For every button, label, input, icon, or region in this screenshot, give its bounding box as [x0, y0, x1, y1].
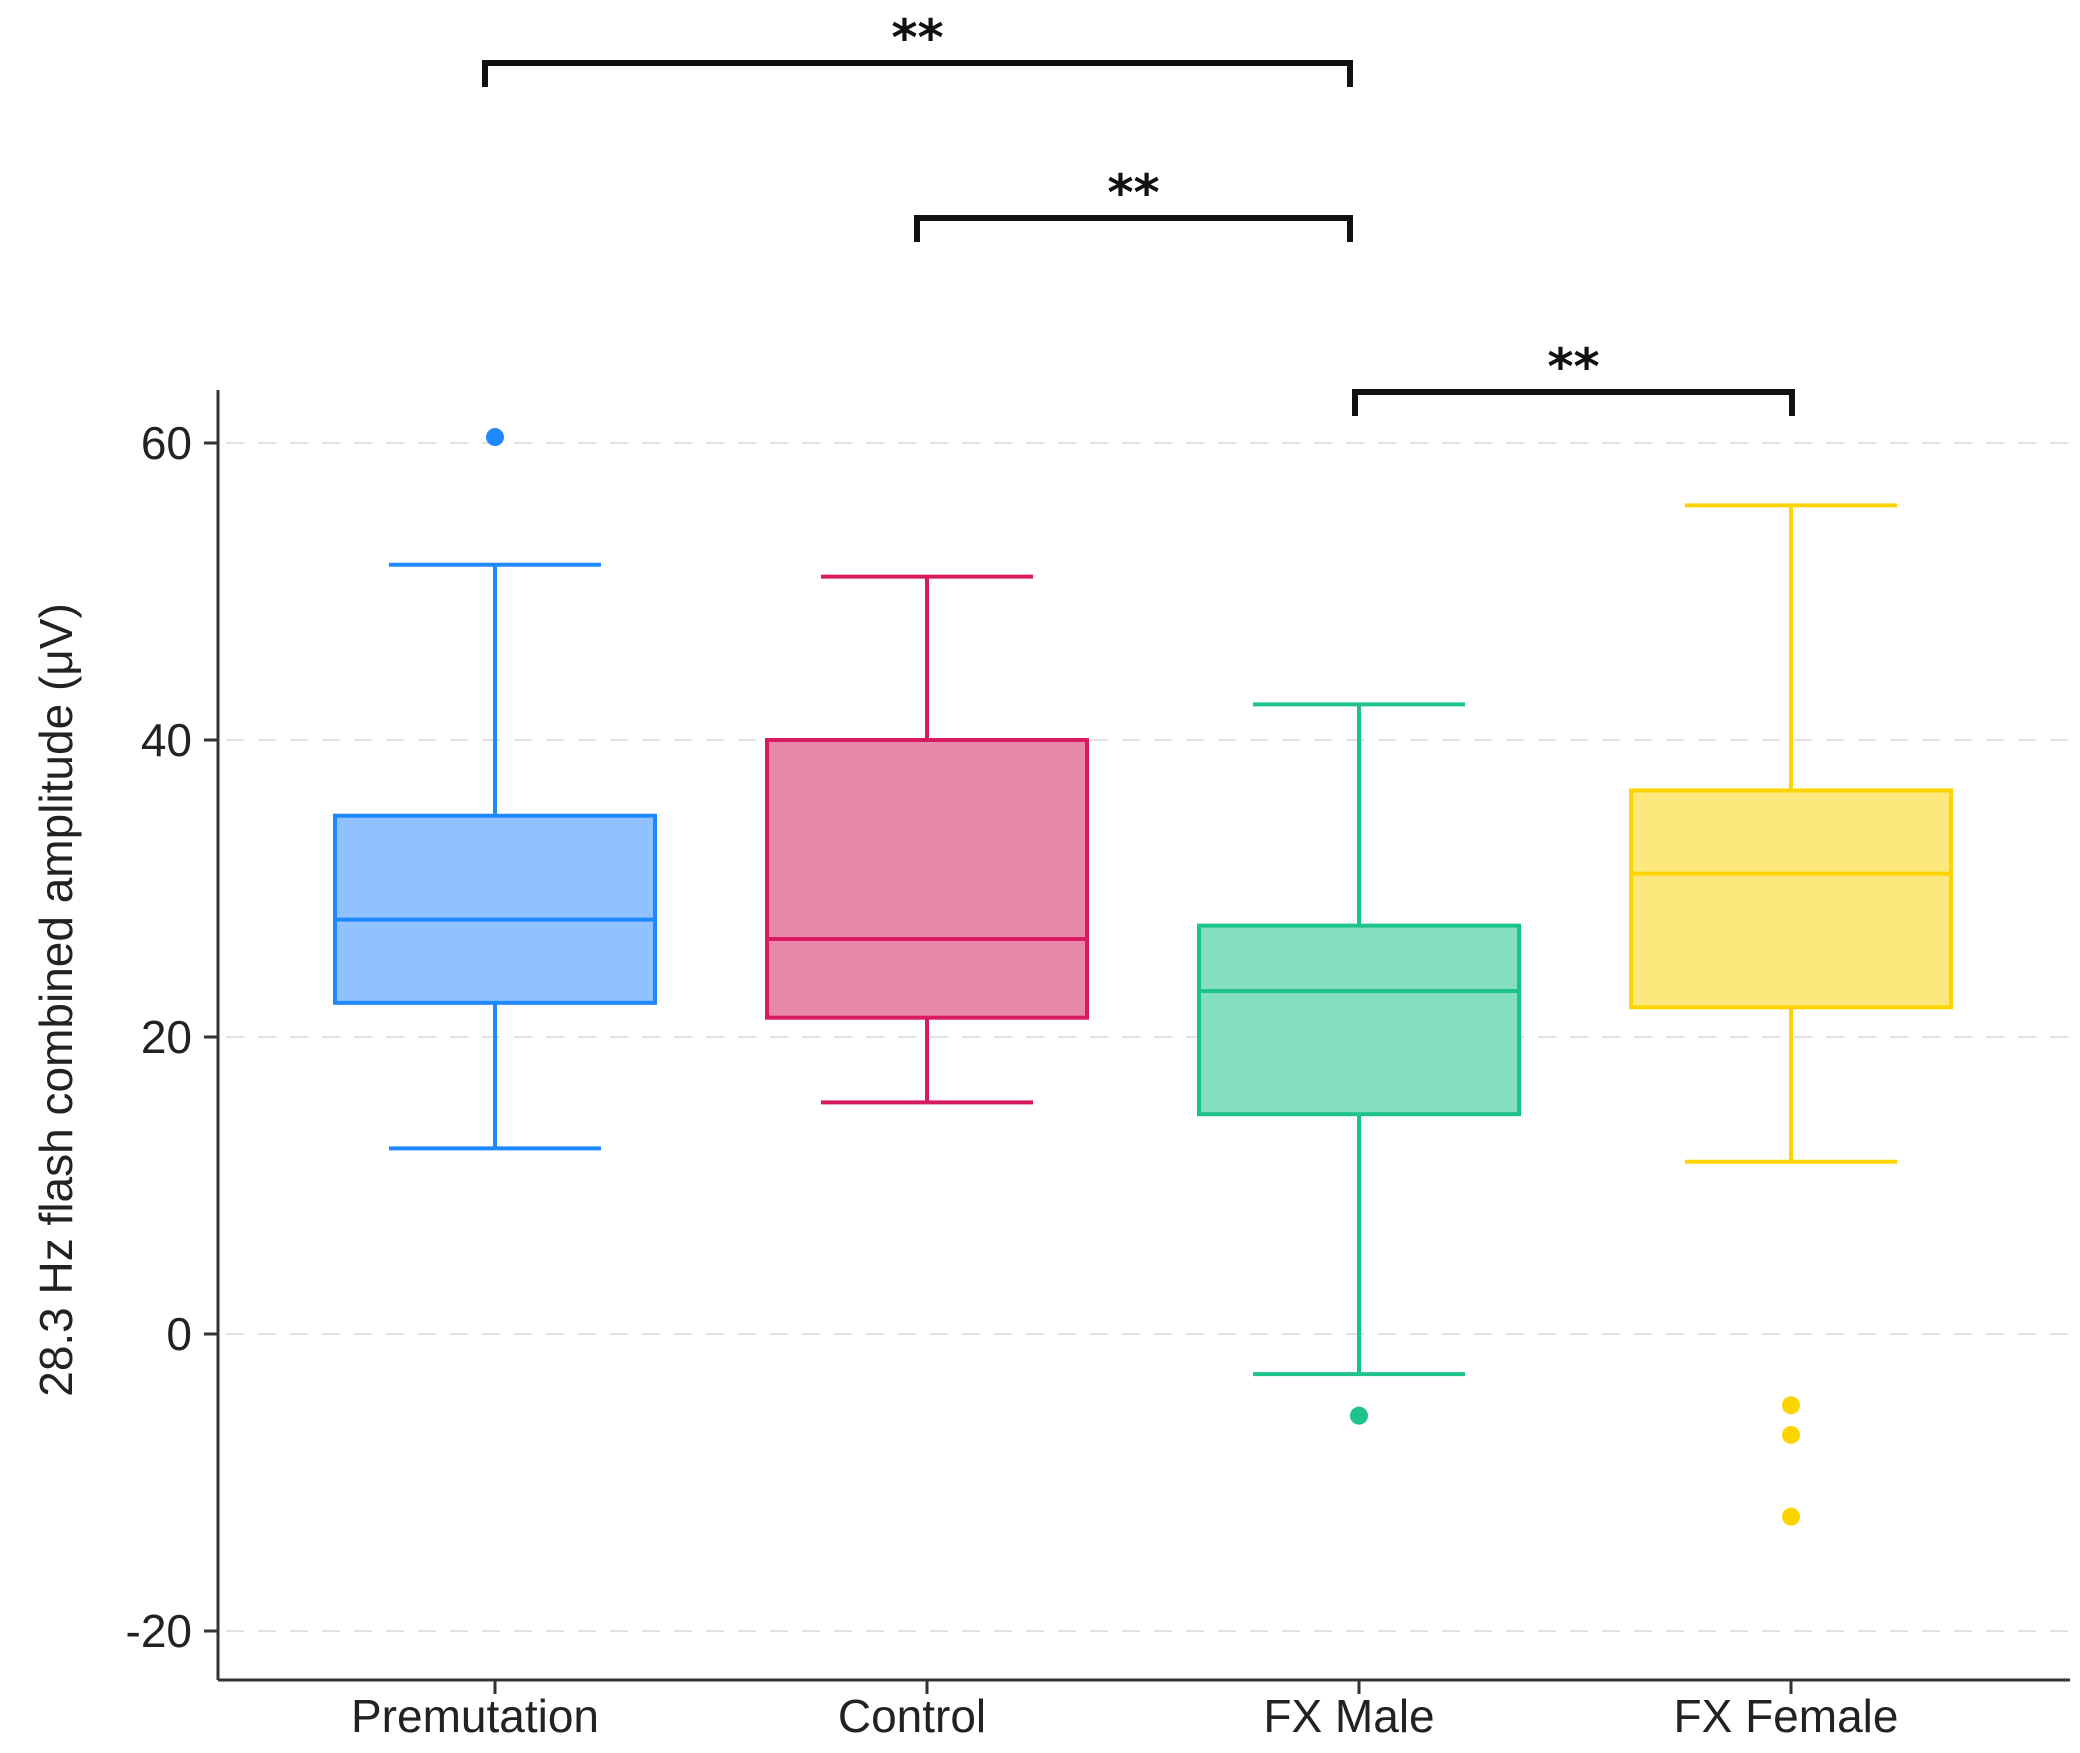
- outlier-point: [486, 428, 504, 447]
- box-fx-female: [1629, 503, 1953, 1164]
- x-tick-label: Control: [838, 1690, 986, 1742]
- outlier-point: [1350, 1406, 1368, 1425]
- y-tick-label: 40: [141, 714, 192, 766]
- significance-bracket: **: [914, 164, 1353, 242]
- outlier-point: [1782, 1396, 1800, 1415]
- y-tick-label: 20: [141, 1011, 192, 1063]
- axes: [216, 390, 2070, 1682]
- iqr-box: [765, 738, 1089, 1020]
- bracket-line: [1352, 389, 1795, 416]
- iqr-box: [333, 813, 657, 1005]
- significance-label: **: [1547, 338, 1599, 396]
- y-tick-label: -20: [126, 1605, 192, 1657]
- gridlines: [226, 442, 2070, 1632]
- significance-bracket: **: [482, 9, 1353, 87]
- bracket-line: [482, 60, 1353, 87]
- outliers: [486, 428, 1800, 1526]
- x-tick-label: FX Female: [1674, 1690, 1899, 1742]
- box-premutation: [333, 562, 657, 1151]
- x-tick-label: Premutation: [351, 1690, 599, 1742]
- iqr-box: [1197, 923, 1521, 1117]
- outlier-point: [1782, 1507, 1800, 1526]
- iqr-box: [1629, 788, 1953, 1010]
- significance-label: **: [1107, 164, 1159, 222]
- x-tick-label: FX Male: [1263, 1690, 1434, 1742]
- outlier-point: [1782, 1425, 1800, 1444]
- significance-brackets: ** ** **: [482, 9, 1795, 416]
- y-tick-label: 60: [141, 417, 192, 469]
- significance-label: **: [891, 9, 943, 67]
- significance-bracket: **: [1352, 338, 1795, 416]
- y-tick-label: 0: [166, 1308, 192, 1360]
- bracket-line: [914, 215, 1353, 242]
- box-control: [765, 574, 1089, 1105]
- box-series: [333, 503, 1953, 1377]
- box-fx-male: [1197, 702, 1521, 1377]
- y-axis-label: 28.3 Hz flash combined amplitude (μV): [30, 603, 82, 1397]
- x-axis-categories: Premutation Control FX Male FX Female: [351, 1680, 1898, 1742]
- y-axis-ticks: -20 0 20 40 60: [126, 417, 218, 1657]
